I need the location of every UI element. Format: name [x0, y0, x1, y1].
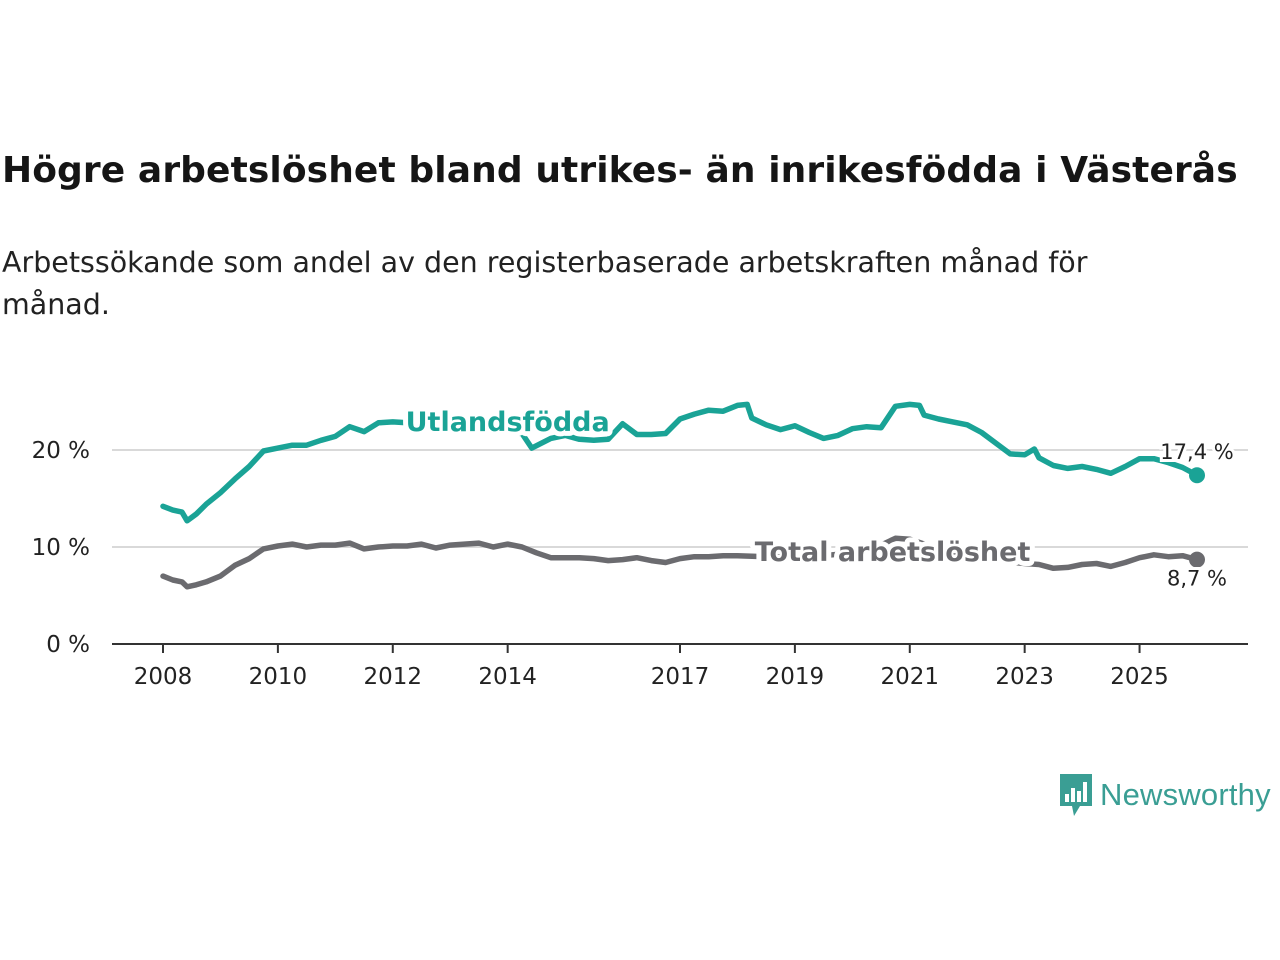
x-tick-label: 2025	[1110, 664, 1169, 690]
newsworthy-bar-chart-icon	[1060, 774, 1092, 816]
x-tick-label: 2021	[881, 664, 940, 690]
y-tick-label: 10 %	[32, 535, 90, 561]
end-value-label: 17,4 %	[1160, 440, 1233, 464]
grid-layer: 0 % 10 % 20 %	[32, 438, 1248, 658]
end-value-label: 8,7 %	[1167, 567, 1227, 591]
line-chart: 0 % 10 % 20 % 2008 2010 2012 2014 2017 2019 2021…	[32, 401, 1248, 690]
y-tick-label: 20 %	[32, 438, 90, 464]
chart-title: Högre arbetslöshet bland utrikes- än inr…	[2, 150, 1238, 191]
y-tick-label: 0 %	[46, 632, 90, 658]
x-tick-label: 2012	[364, 664, 423, 690]
brand-name: Newsworthy	[1100, 777, 1271, 812]
x-tick-label: 2010	[249, 664, 308, 690]
series-end-point	[1189, 467, 1205, 484]
series-layer	[160, 401, 1205, 590]
series-line-total	[160, 535, 1200, 590]
series-label: Utlandsfödda	[406, 407, 610, 438]
series-line-utlandsfodda	[160, 401, 1200, 524]
newsworthy-logo: Newsworthy	[1058, 772, 1271, 818]
x-tick-label: 2023	[995, 664, 1054, 690]
series-end-point	[1189, 551, 1205, 568]
x-axis: 2008 2010 2012 2014 2017 2019 2021 2023 2025	[112, 643, 1248, 690]
x-tick-label: 2014	[478, 664, 537, 690]
series-label: Total arbetslöshet	[755, 537, 1031, 568]
chart-subtitle: Arbetssökande som andel av den registerb…	[2, 246, 1088, 321]
x-tick-label: 2008	[134, 664, 193, 690]
label-layer: Utlandsfödda Total arbetslöshet 17,4 % 8,7 …	[401, 402, 1237, 594]
x-tick-label: 2017	[651, 664, 710, 690]
x-tick-label: 2019	[766, 664, 825, 690]
